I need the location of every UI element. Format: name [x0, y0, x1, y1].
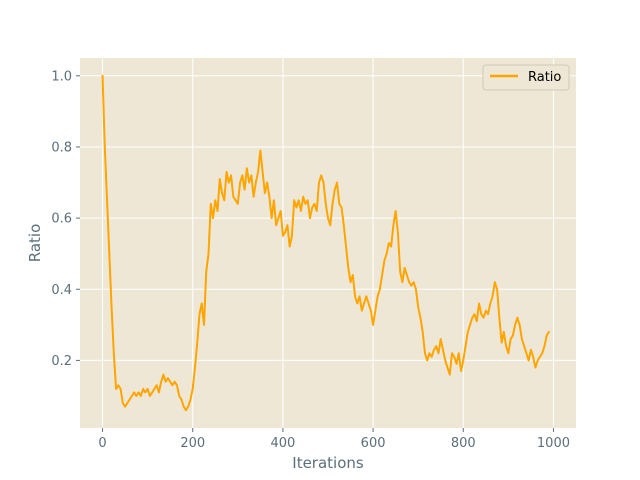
y-tick-label: 0.4 — [51, 283, 72, 298]
x-axis-ticks: 0 200 400 600 800 1000 — [98, 428, 570, 451]
x-axis-label: Iterations — [292, 454, 364, 472]
y-tick-label: 0.8 — [51, 140, 72, 155]
series-layer — [101, 74, 550, 412]
legend-box — [482, 64, 570, 91]
x-tick-label: 800 — [451, 436, 476, 451]
y-tick-label: 1.0 — [51, 69, 72, 84]
y-tick-label: 0.6 — [51, 212, 72, 227]
y-tick-label: 0.2 — [51, 354, 72, 369]
plot-area — [80, 58, 576, 428]
x-tick-label: 1000 — [537, 436, 570, 451]
x-tick-label: 400 — [270, 436, 295, 451]
legend-label-ratio: Ratio — [528, 70, 561, 85]
x-tick-label: 600 — [361, 436, 386, 451]
series-line-ratio — [101, 74, 550, 412]
y-axis-ticks: 0.2 0.4 0.6 0.8 1.0 — [51, 69, 80, 369]
x-tick-label: 0 — [98, 436, 106, 451]
legend: Ratio — [482, 64, 570, 91]
x-tick-label: 200 — [180, 436, 205, 451]
y-axis-label: Ratio — [26, 224, 44, 263]
